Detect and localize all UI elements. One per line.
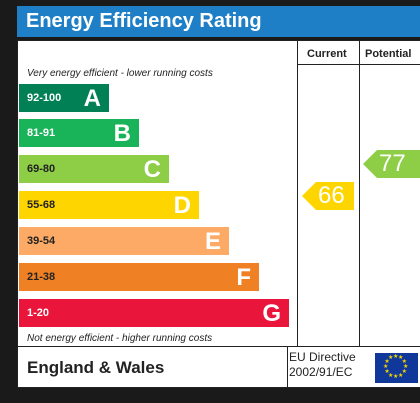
eu-flag-star-icon: ★ [388,372,394,379]
band-d-range: 55-68 [27,199,56,211]
eu-flag-star-icon: ★ [398,372,404,379]
eu-flag-star-icon: ★ [403,364,409,370]
current-rating-value: 66 [318,182,345,209]
footer-divider [17,346,420,347]
eu-flag-star-icon: ★ [384,369,390,375]
band-f-range: 21-38 [27,271,56,283]
current-rating-arrow-body [316,182,354,210]
current-rating-arrow-tip [302,182,316,210]
header-bar: Energy Efficiency Rating [17,6,420,37]
band-e-range: 39-54 [27,235,56,247]
potential-rating-arrow-tip [363,150,377,178]
page-title: Energy Efficiency Rating [26,10,262,32]
note-efficient: Very energy efficient - lower running co… [27,68,213,79]
frame-bottom [17,387,420,388]
column-current-label: Current [307,48,347,60]
column-divider-1 [297,40,298,346]
band-b-range: 81-91 [27,127,56,139]
frame-left [17,40,18,388]
eu-directive-line2: 2002/91/EC [289,365,353,379]
band-b: 81-91 B [19,119,139,147]
eu-flag-star-icon: ★ [401,359,408,365]
footer-divider-vertical [287,346,288,387]
rating-panel: Current Potential Very energy efficient … [17,40,420,388]
column-potential-label: Potential [365,48,412,60]
band-d-letter: D [173,192,191,219]
band-d: 55-68 D [19,191,199,219]
band-g-range: 1-20 [27,307,50,319]
band-f-letter: F [236,264,251,291]
band-e-letter: E [204,228,221,255]
band-f: 21-38 F [19,263,259,291]
header-divider [297,64,420,65]
eu-directive-line1: EU Directive [289,350,356,364]
eu-flag-star-icon: ★ [383,364,389,370]
frame-top [17,40,420,41]
eu-flag-star-icon: ★ [401,369,408,375]
eu-flag-icon: ★ ★ ★ ★ ★ ★ ★ ★ ★ ★ ★ ★ [375,353,418,383]
band-a: 92-100 A [19,84,109,112]
region-label: England & Wales [27,358,165,377]
potential-rating-value: 77 [379,150,406,177]
eu-flag-star-icon: ★ [393,374,399,380]
eu-flag-star-icon: ★ [384,359,390,365]
band-g-letter: G [262,300,281,327]
band-c: 69-80 C [19,155,169,183]
band-c-letter: C [143,156,161,183]
eu-flag-star-icon: ★ [388,355,394,362]
potential-rating-arrow-body [377,150,420,178]
eu-flag-star-icon: ★ [393,354,399,360]
note-inefficient: Not energy efficient - higher running co… [27,333,213,344]
column-divider-2 [359,40,360,346]
band-a-range: 92-100 [27,92,62,104]
band-b-letter: B [113,120,131,147]
band-e: 39-54 E [19,227,229,255]
eu-flag-star-icon: ★ [398,355,404,362]
band-g: 1-20 G [19,299,289,327]
eu-directive: EU Directive 2002/91/EC [289,350,356,380]
band-a-letter: A [83,85,101,112]
band-c-range: 69-80 [27,163,56,175]
